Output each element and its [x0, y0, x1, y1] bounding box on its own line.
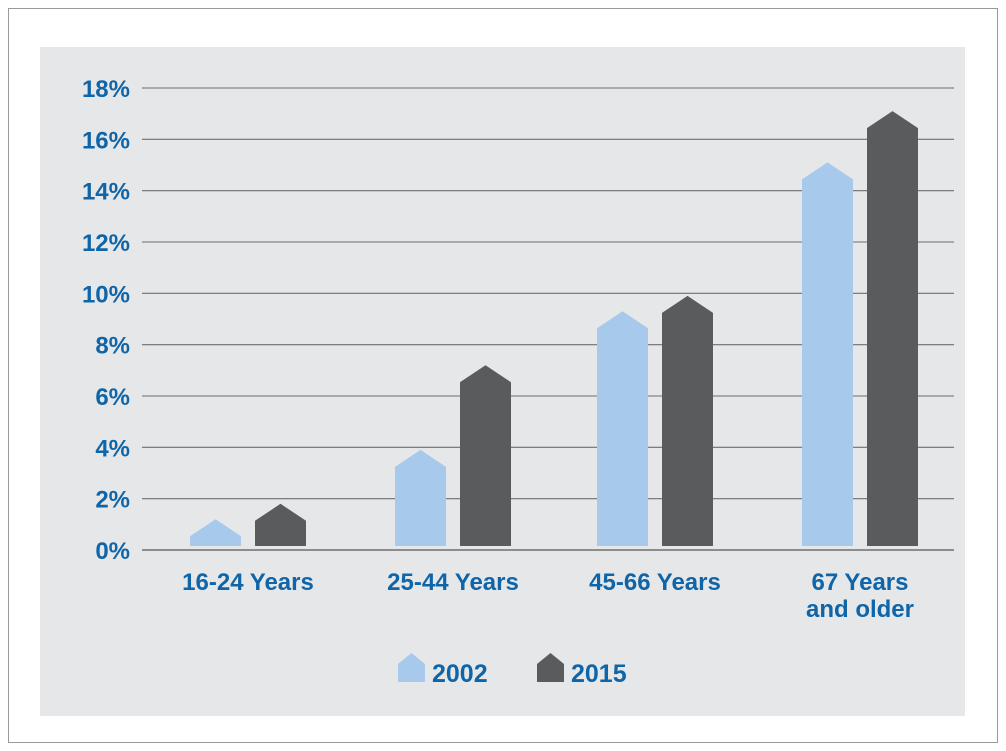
- y-tick-label: 8%: [95, 333, 130, 360]
- bar-2002-3: [597, 311, 648, 546]
- legend-swatch-2002: [398, 653, 425, 682]
- y-tick-label: 10%: [82, 281, 130, 308]
- bar-2015-4: [867, 111, 918, 546]
- y-tick-label: 12%: [82, 230, 130, 257]
- y-tick-label: 16%: [82, 127, 130, 154]
- x-category-label: 45-66 Years: [589, 569, 721, 596]
- bar-2015-3: [662, 295, 713, 546]
- bar-2015-1: [255, 503, 306, 546]
- x-category-label: 16-24 Years: [182, 569, 314, 596]
- bar-2002-1: [190, 519, 241, 546]
- y-tick-label: 0%: [95, 538, 130, 565]
- legend-label: 2015: [571, 660, 627, 688]
- legend: 2002 2015: [398, 653, 627, 688]
- x-category-label: 67 Years and older: [806, 569, 914, 623]
- y-tick-label: 6%: [95, 384, 130, 411]
- bar-2002-4: [802, 162, 853, 546]
- y-tick-label: 4%: [95, 435, 130, 462]
- bar-2002-2: [395, 449, 446, 546]
- y-tick-label: 18%: [82, 76, 130, 103]
- bar-2015-2: [460, 365, 511, 546]
- legend-swatch-2015: [537, 653, 564, 682]
- x-category-label: 25-44 Years: [387, 569, 519, 596]
- y-axis-ticks: 0% 2% 4% 6% 8% 10% 12% 14% 16% 18%: [82, 76, 130, 565]
- y-tick-label: 2%: [95, 487, 130, 514]
- bars: [190, 111, 918, 546]
- y-tick-label: 14%: [82, 179, 130, 206]
- x-axis-labels: 16-24 Years 25-44 Years 45-66 Years 67 Year…: [182, 569, 914, 623]
- legend-label: 2002: [432, 660, 488, 688]
